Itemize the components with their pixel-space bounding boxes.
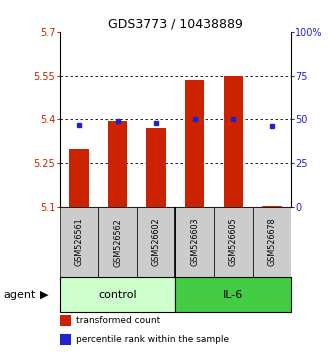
Text: IL-6: IL-6 [223, 290, 244, 300]
Text: GSM526603: GSM526603 [190, 218, 199, 267]
Title: GDS3773 / 10438889: GDS3773 / 10438889 [108, 18, 243, 31]
Text: GSM526605: GSM526605 [229, 218, 238, 267]
Bar [175, 277, 291, 312]
Text: agent: agent [3, 290, 36, 300]
Bar [69, 149, 88, 207]
Bar [214, 207, 253, 277]
Text: GSM526562: GSM526562 [113, 218, 122, 267]
Bar [253, 207, 291, 277]
Text: GSM526602: GSM526602 [152, 218, 161, 267]
Bar [60, 334, 71, 345]
Bar [108, 121, 127, 207]
Text: ▶: ▶ [40, 290, 48, 300]
Bar [137, 207, 175, 277]
Text: GSM526561: GSM526561 [74, 218, 83, 267]
Bar [224, 76, 243, 207]
Text: control: control [98, 290, 137, 300]
Bar [60, 315, 71, 326]
Bar [146, 128, 166, 207]
Text: percentile rank within the sample: percentile rank within the sample [76, 335, 229, 344]
Bar [98, 207, 137, 277]
Bar [262, 206, 282, 207]
Text: GSM526678: GSM526678 [267, 218, 276, 267]
Bar [60, 207, 98, 277]
Bar [175, 207, 214, 277]
Bar [60, 277, 175, 312]
Text: transformed count: transformed count [76, 316, 160, 325]
Bar [185, 80, 204, 207]
